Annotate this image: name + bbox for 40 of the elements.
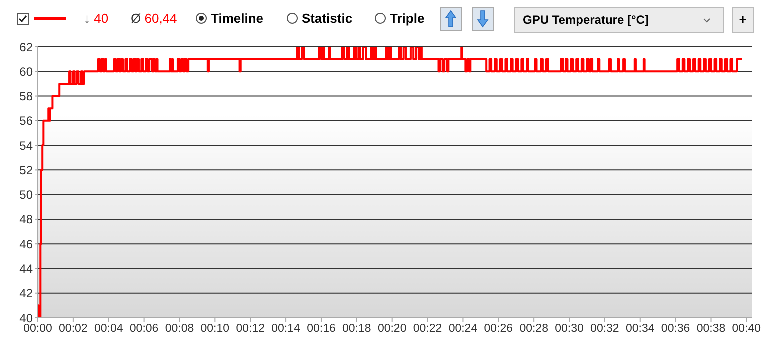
x-tick-label: 00:16 — [307, 323, 336, 336]
x-tick-label: 00:10 — [200, 323, 230, 336]
y-tick-label: 50 — [20, 188, 34, 202]
x-tick-label: 00:08 — [165, 323, 194, 336]
x-tick-label: 00:38 — [696, 323, 726, 336]
x-tick-label: 00:12 — [236, 323, 265, 336]
x-tick-label: 00:06 — [130, 323, 159, 336]
y-tick-label: 48 — [20, 212, 34, 227]
y-tick-label: 52 — [20, 163, 34, 178]
text: Ø 60,44 — [131, 11, 178, 26]
text: Timeline — [210, 11, 264, 26]
x-tick-label: 00:28 — [520, 323, 548, 336]
text: + — [732, 7, 754, 33]
y-tick-label: 56 — [20, 114, 34, 128]
x-tick-label: 00:40 — [732, 323, 762, 336]
x-tick-label: 00:24 — [448, 323, 478, 336]
text: GPU Temperature [°C] — [514, 7, 724, 33]
x-tick-label: 00:14 — [272, 323, 302, 336]
x-tick-label: 00:34 — [626, 323, 656, 336]
x-tick-label: 00:04 — [94, 323, 124, 336]
x-tick-label: 00:02 — [59, 323, 88, 336]
text: Statistic — [301, 11, 353, 26]
x-tick-label: 00:22 — [413, 323, 442, 336]
y-tick-label: 60 — [20, 64, 34, 79]
x-tick-label: 00:20 — [378, 323, 407, 336]
x-tick-label: 00:30 — [555, 323, 584, 336]
x-tick-label: 00:18 — [342, 323, 372, 336]
y-tick-label: 54 — [20, 138, 34, 153]
x-tick-label: 00:36 — [661, 323, 690, 336]
y-tick-label: 44 — [20, 262, 34, 276]
text: Triple — [389, 11, 425, 26]
y-tick-label: 40 — [20, 311, 34, 326]
x-tick-label: 00:32 — [590, 323, 620, 336]
y-tick-label: 46 — [20, 237, 34, 252]
y-tick-label: 58 — [20, 90, 34, 104]
y-tick-label: 42 — [20, 286, 34, 301]
x-tick-label: 00:00 — [24, 323, 52, 336]
x-tick-label: 00:26 — [484, 323, 514, 336]
y-tick-label: 62 — [20, 40, 34, 54]
text: ↓ 40 — [84, 11, 109, 26]
